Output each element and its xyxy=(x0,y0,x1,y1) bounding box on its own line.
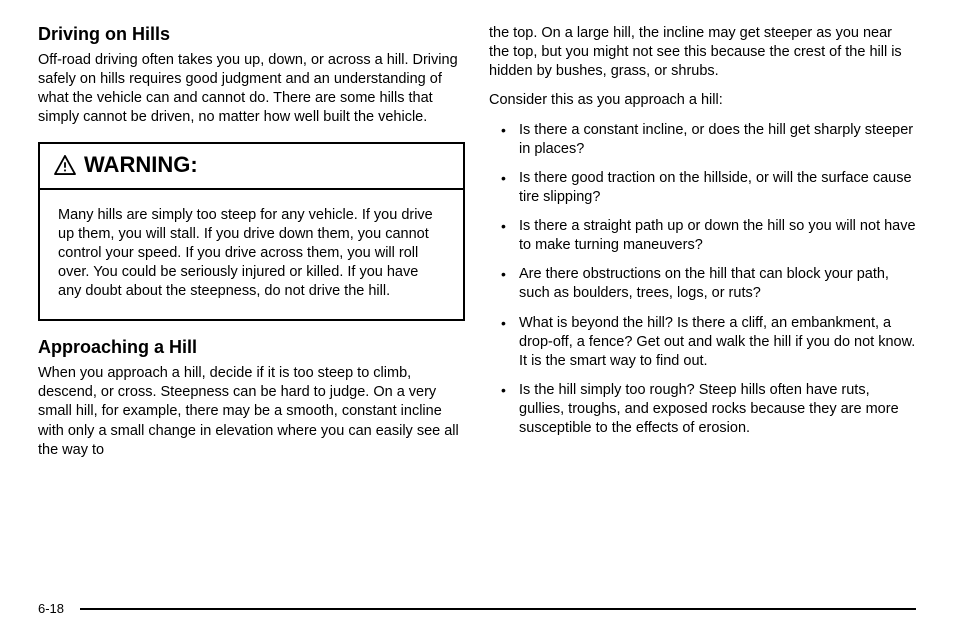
bullet-list: Is there a constant incline, or does the… xyxy=(489,121,916,439)
paragraph: Consider this as you approach a hill: xyxy=(489,91,916,110)
list-item: Is the hill simply too rough? Steep hill… xyxy=(519,381,916,438)
list-item: Is there a straight path up or down the … xyxy=(519,217,916,255)
page-content: Driving on Hills Off-road driving often … xyxy=(0,0,954,470)
footer-rule xyxy=(80,608,916,610)
warning-body: Many hills are simply too steep for any … xyxy=(40,190,463,320)
page-footer: 6-18 xyxy=(38,601,916,616)
list-item: What is beyond the hill? Is there a clif… xyxy=(519,314,916,371)
warning-label: WARNING: xyxy=(84,152,198,178)
heading-approaching-a-hill: Approaching a Hill xyxy=(38,337,465,358)
warning-box: WARNING: Many hills are simply too steep… xyxy=(38,142,465,322)
list-item: Is there good traction on the hillside, … xyxy=(519,169,916,207)
paragraph: Off-road driving often takes you up, dow… xyxy=(38,51,465,128)
list-item: Is there a constant incline, or does the… xyxy=(519,121,916,159)
right-column: the top. On a large hill, the incline ma… xyxy=(489,24,916,470)
warning-triangle-icon xyxy=(54,155,76,175)
page-number: 6-18 xyxy=(38,601,64,616)
heading-driving-on-hills: Driving on Hills xyxy=(38,24,465,45)
warning-header: WARNING: xyxy=(40,144,463,190)
list-item: Are there obstructions on the hill that … xyxy=(519,265,916,303)
paragraph: the top. On a large hill, the incline ma… xyxy=(489,24,916,81)
paragraph: When you approach a hill, decide if it i… xyxy=(38,364,465,460)
left-column: Driving on Hills Off-road driving often … xyxy=(38,24,465,470)
